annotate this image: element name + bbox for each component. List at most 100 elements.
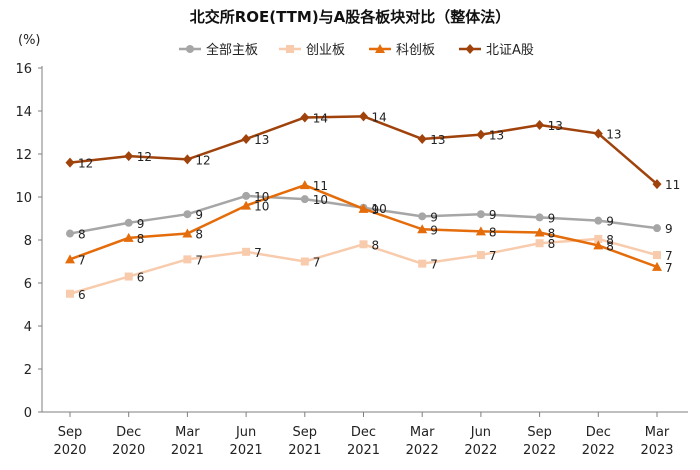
y-tick-label: 8 [24,234,32,249]
x-tick-label-month: Mar [645,425,670,440]
data-label: 9 [195,208,203,222]
chart-legend: 全部主板 创业板 科创板 北证A股 [179,42,534,58]
x-tick-label-month: Dec [586,425,611,440]
data-point-marker [593,128,603,139]
x-tick-label-year: 2022 [523,443,556,458]
legend-label: 创业板 [306,43,345,58]
data-point-marker [593,240,604,250]
data-label: 12 [195,153,210,167]
data-point-marker [300,195,309,204]
data-point-marker [652,261,662,271]
y-tick-label: 10 [15,191,32,206]
data-label: 8 [489,225,497,239]
data-point-marker [124,272,133,281]
x-tick-label-year: 2022 [464,443,497,458]
y-tick-label: 2 [24,363,32,378]
data-point-marker [535,213,544,222]
x-tick-label-month: Dec [116,425,141,440]
data-label: 13 [489,129,504,143]
x-tick-label-year: 2022 [582,443,615,458]
chart-title: 北交所ROE(TTM)与A股各板块对比（整体法） [190,8,511,26]
data-point-marker [476,129,486,140]
x-tick-label-month: Mar [410,425,435,440]
x-tick-label-month: Sep [293,425,318,440]
data-point-marker [182,228,193,238]
data-label: 9 [606,215,614,229]
y-tick-label: 0 [24,406,32,421]
x-tick-label-month: Jun [235,425,256,440]
data-point-marker [359,111,368,122]
data-point-marker [65,157,75,168]
data-point-marker [417,133,427,144]
data-label: 8 [78,228,86,242]
data-point-marker [594,234,603,243]
data-point-marker [124,151,134,162]
data-label: 7 [665,249,673,263]
data-point-marker [241,200,252,210]
data-point-marker [182,154,192,165]
x-tick-label-year: 2020 [112,443,145,458]
data-label: 9 [137,217,145,231]
data-label: 13 [254,133,269,147]
series-line [69,183,658,269]
data-point-marker [358,203,369,213]
data-point-marker [418,259,427,268]
data-point-marker [476,251,485,260]
data-point-marker [183,210,192,219]
data-point-marker [241,133,251,144]
data-point-marker [418,212,427,221]
data-label: 9 [430,210,438,224]
legend-label: 科创板 [396,43,435,58]
data-label: 6 [78,288,86,302]
data-point-marker [359,240,368,249]
data-point-marker [186,45,194,53]
data-label: 13 [606,128,621,142]
data-point-marker [299,180,310,190]
data-label: 7 [195,253,203,267]
data-label: 7 [489,249,497,263]
x-tick-label-month: Mar [175,425,200,440]
data-point-marker [66,289,74,298]
series-line [69,194,658,235]
data-label: 10 [372,202,387,216]
data-label: 8 [548,237,556,251]
series-layer [65,111,662,298]
data-point-marker [242,247,251,256]
legend-label: 北证A股 [486,43,534,58]
data-point-marker [653,224,661,233]
y-tick-label: 14 [15,105,32,120]
data-label: 9 [665,222,673,236]
data-point-marker [652,179,662,190]
chart-axes: 0 2 4 6 8 10 12 14 16 Sep 2020 Dec 2020 Mar 2021 Jun 202… [15,62,688,458]
legend-item: 北证A股 [459,43,534,58]
data-label: 11 [313,179,328,193]
data-label: 7 [430,258,438,272]
data-label: 7 [665,261,673,275]
data-label: 8 [606,239,614,253]
x-tick-label-year: 2021 [171,443,204,458]
x-tick-label-year: 2022 [406,443,439,458]
data-label: 14 [313,111,328,125]
data-point-marker [653,251,661,260]
x-tick-label-year: 2020 [53,443,86,458]
x-tick-label-year: 2021 [347,443,380,458]
data-point-marker [535,239,544,248]
data-label: 9 [548,211,556,225]
data-label: 7 [254,246,262,260]
y-tick-label: 4 [24,320,32,335]
series-3 [65,111,662,190]
legend-item: 全部主板 [179,42,258,58]
data-point-marker [124,218,133,227]
data-point-marker [300,257,309,266]
data-label: 10 [254,190,269,204]
y-tick-label: 12 [15,148,32,163]
data-label: 8 [606,233,614,247]
data-label: 13 [548,119,563,133]
legend-label: 全部主板 [206,42,258,58]
data-label: 8 [372,238,380,252]
data-point-marker [476,210,485,219]
x-tick-label-year: 2021 [288,443,321,458]
